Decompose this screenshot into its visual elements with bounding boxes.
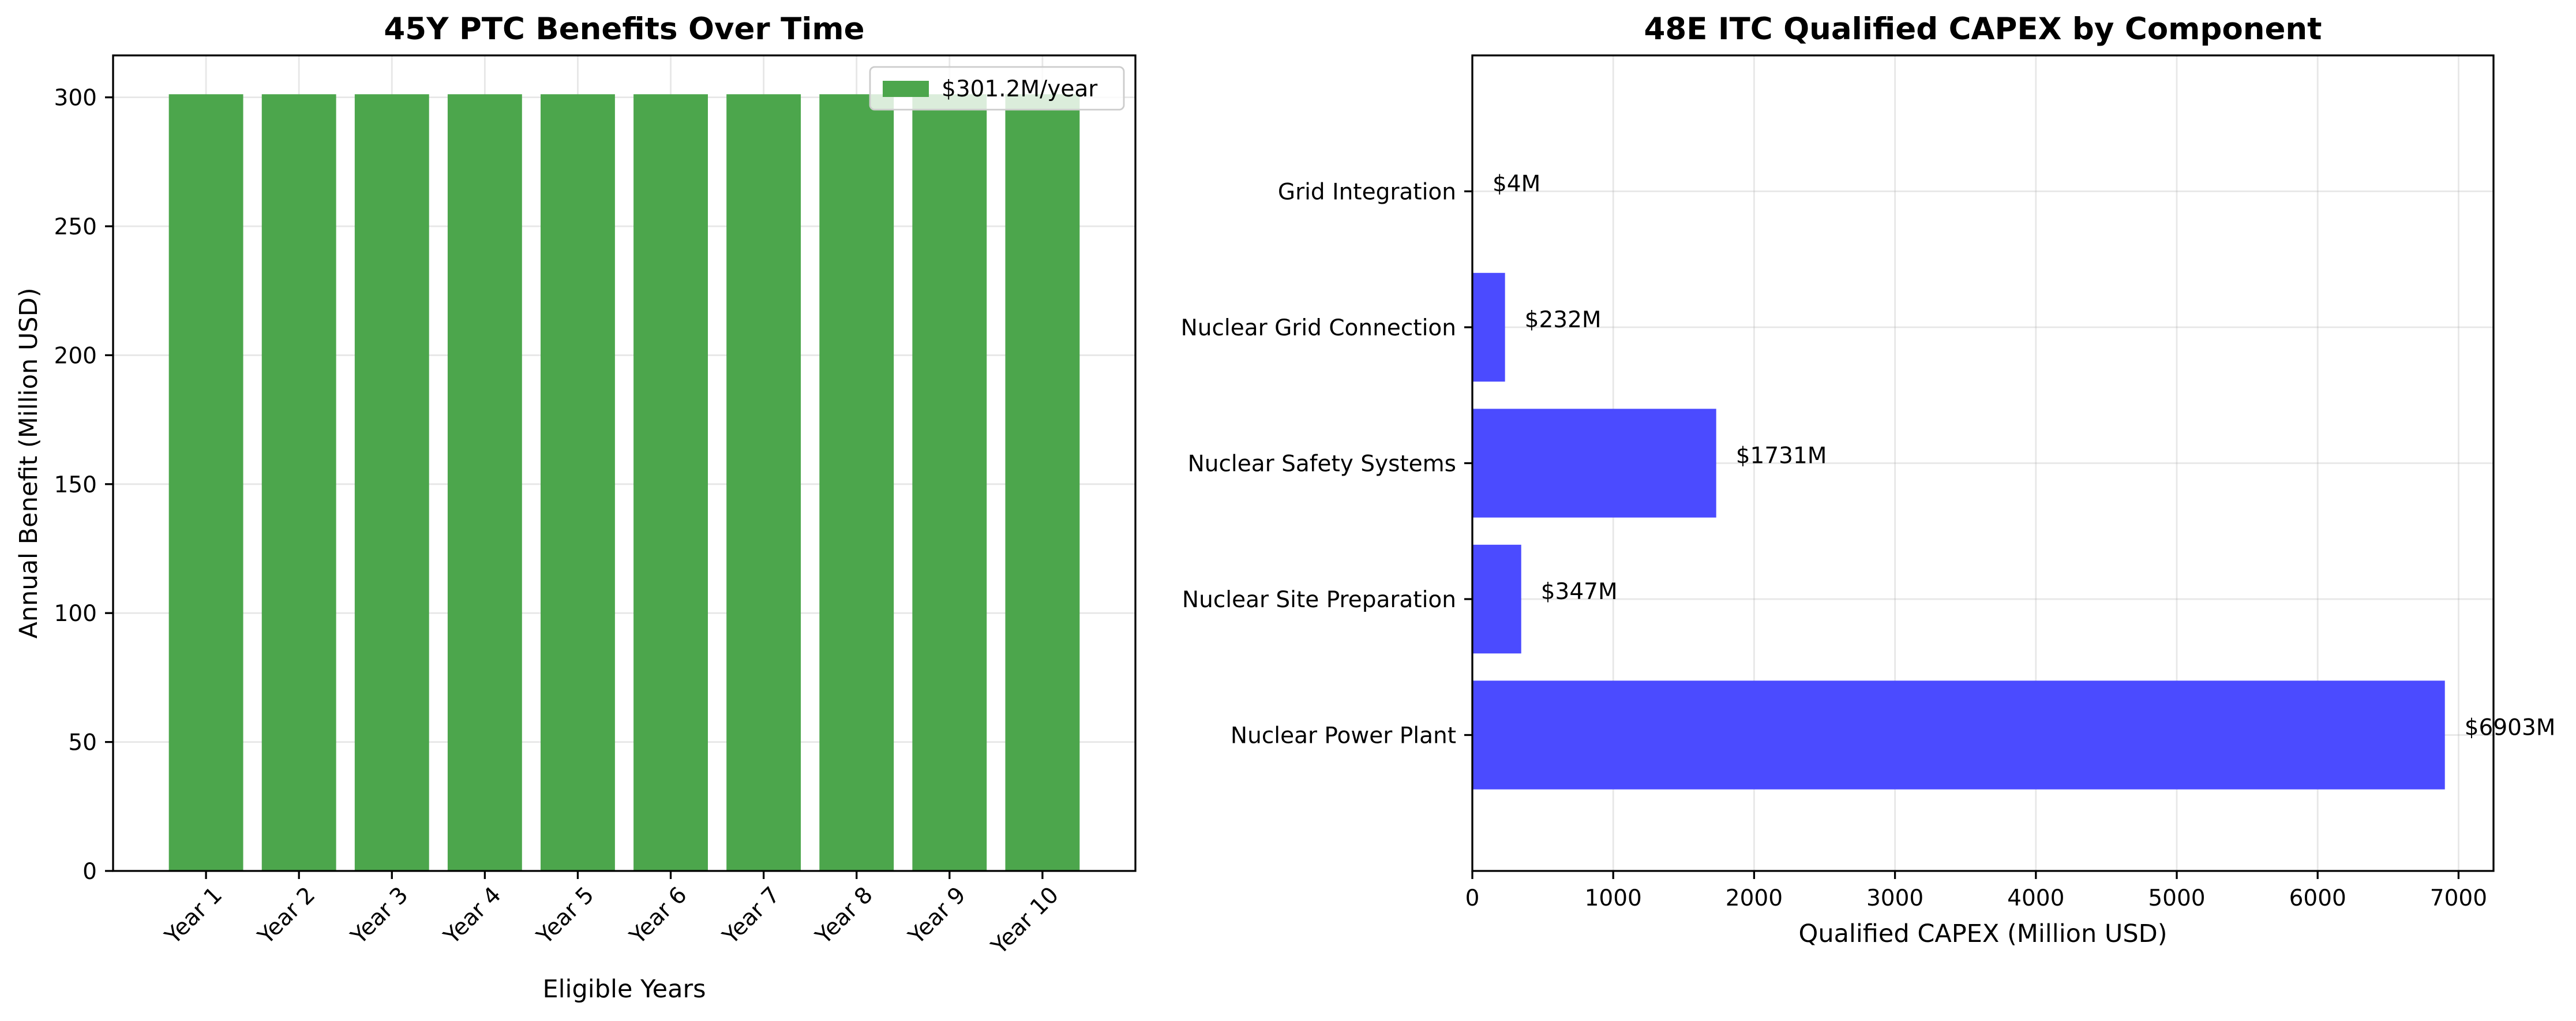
- right-x-tick-label: 6000: [2289, 885, 2346, 911]
- left-bars: [168, 94, 1080, 871]
- legend-frame: [869, 66, 1125, 111]
- ptc-bar: [447, 94, 522, 871]
- capex-value-label: $347M: [1541, 579, 1618, 605]
- ptc-bar: [261, 94, 336, 871]
- right-y-tick-label: Grid Integration: [1278, 179, 1456, 205]
- right-chart-title: 48E ITC Qualified CAPEX by Component: [1644, 12, 2322, 47]
- left-y-tick-label: 200: [54, 343, 97, 369]
- right-x-tick-label: 0: [1465, 885, 1480, 911]
- right-x-axis-label: Qualified CAPEX (Million USD): [1798, 919, 2167, 948]
- right-y-tick-label: Nuclear Power Plant: [1231, 723, 1456, 749]
- legend: $301.2M/year: [869, 66, 1125, 111]
- legend-label: $301.2M/year: [942, 76, 1098, 102]
- ptc-benefits-chart: Year 1 Year 2 Year 3 Year 4 Year 5 Year 6 Year…: [14, 12, 1137, 1004]
- right-x-tick-label: 4000: [2007, 885, 2064, 911]
- ptc-bar: [912, 94, 987, 871]
- right-y-ticks: Nuclear Power Plant Nuclear Site Preparat…: [1181, 179, 1472, 749]
- right-y-tick-label: Nuclear Grid Connection: [1181, 315, 1456, 341]
- ptc-bar: [633, 94, 708, 871]
- left-chart-title: 45Y PTC Benefits Over Time: [384, 12, 864, 47]
- right-x-tick-label: 3000: [1866, 885, 1923, 911]
- right-x-ticks: 0 1000 2000 3000 4000 5000 6000 7000: [1465, 871, 2487, 911]
- left-y-tick-label: 100: [54, 601, 97, 627]
- ptc-bar: [1005, 94, 1080, 871]
- left-y-axis-label: Annual Benefit (Million USD): [14, 288, 43, 639]
- capex-bar: [1472, 409, 1716, 518]
- right-y-tick-label: Nuclear Safety Systems: [1188, 451, 1456, 477]
- left-y-tick-label: 0: [83, 859, 97, 885]
- ptc-bar: [541, 94, 615, 871]
- right-x-tick-label: 2000: [1726, 885, 1783, 911]
- ptc-bar: [168, 94, 243, 871]
- right-bars: [1472, 137, 2445, 790]
- right-x-tick-label: 7000: [2430, 885, 2487, 911]
- ptc-bar: [354, 94, 429, 871]
- capex-bar: [1472, 544, 1521, 654]
- left-y-tick-label: 150: [54, 472, 97, 498]
- left-y-tick-label: 50: [68, 730, 97, 756]
- right-y-tick-label: Nuclear Site Preparation: [1182, 587, 1456, 613]
- capex-value-label: $232M: [1525, 307, 1602, 333]
- capex-value-label: $1731M: [1736, 443, 1827, 469]
- left-x-axis-label: Eligible Years: [542, 975, 706, 1004]
- left-axes-frame: [112, 54, 1137, 872]
- right-x-tick-label: 5000: [2148, 885, 2205, 911]
- capex-bar: [1472, 272, 1505, 382]
- right-x-tick-label: 1000: [1585, 885, 1642, 911]
- capex-bar: [1472, 680, 2445, 790]
- itc-capex-chart: 0 1000 2000 3000 4000 5000 6000 7000 Nuclear Po…: [1181, 12, 2556, 948]
- left-y-tick-label: 250: [54, 214, 97, 240]
- right-data-labels: $6903M $347M $1731M $232M $4M: [1493, 171, 2555, 741]
- legend-swatch: [883, 81, 929, 97]
- left-y-ticks: 0 50 100 150 200 250 300: [54, 85, 113, 885]
- ptc-bar: [819, 94, 894, 871]
- ptc-bar: [726, 94, 801, 871]
- capex-value-label: $4M: [1493, 171, 1540, 197]
- capex-value-label: $6903M: [2465, 715, 2556, 741]
- left-y-tick-label: 300: [54, 85, 97, 111]
